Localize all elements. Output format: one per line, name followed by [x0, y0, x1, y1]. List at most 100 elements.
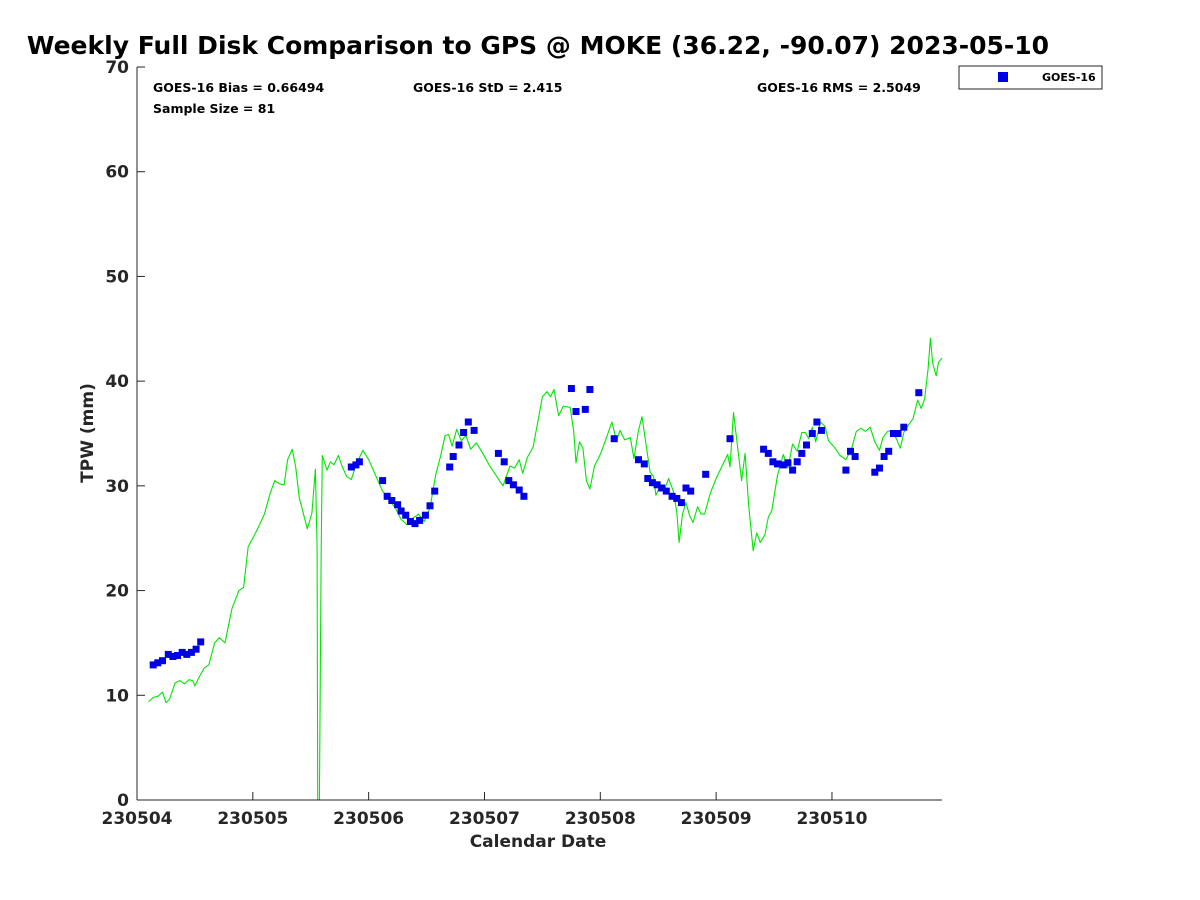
- x-tick-label: 230506: [333, 809, 404, 829]
- rms-stat: GOES-16 RMS = 2.5049: [757, 80, 921, 95]
- goes16-point: [648, 479, 656, 487]
- goes16-point: [154, 659, 162, 667]
- legend: GOES-16: [958, 65, 1103, 90]
- goes16-point: [178, 648, 186, 656]
- goes16-point: [793, 458, 801, 466]
- goes16-point: [455, 441, 463, 449]
- goes16-point: [509, 481, 517, 489]
- goes16-point: [760, 445, 768, 453]
- goes16-point: [460, 429, 468, 436]
- bias-stat: GOES-16 Bias = 0.66494: [153, 80, 324, 95]
- goes16-point: [494, 449, 502, 457]
- goes16-point: [411, 520, 419, 528]
- goes16-point: [515, 486, 523, 494]
- goes16-point: [784, 459, 792, 467]
- goes16-point: [421, 511, 429, 519]
- goes16-point: [702, 470, 710, 478]
- goes16-point: [880, 453, 888, 460]
- goes16-point: [174, 652, 181, 659]
- goes16-point: [470, 426, 478, 434]
- goes16-point: [842, 466, 850, 474]
- goes16-point: [567, 385, 575, 392]
- goes16-point: [813, 418, 821, 426]
- goes16-point: [610, 435, 618, 443]
- goes16-point: [431, 487, 439, 495]
- y-tick-label: 10: [105, 686, 129, 706]
- goes16-point: [644, 475, 652, 482]
- goes16-point: [500, 458, 508, 466]
- goes16-point: [682, 484, 690, 492]
- x-ticks: 230504 230505 230506 230507 230508 230509 2305…: [102, 792, 868, 829]
- y-tick-label: 70: [105, 58, 129, 78]
- goes16-point: [789, 466, 797, 474]
- goes16-point: [426, 502, 434, 510]
- x-tick-label: 230508: [565, 809, 636, 829]
- goes16-point: [572, 408, 580, 415]
- goes16-point: [379, 477, 387, 485]
- x-tick-label: 230509: [681, 809, 752, 829]
- goes16-point: [668, 492, 676, 500]
- x-axis-label: Calendar Date: [470, 832, 607, 852]
- goes16-point: [640, 460, 648, 468]
- y-ticks: 0 10 20 30 40 50 60 70: [105, 58, 145, 811]
- goes16-point: [658, 484, 666, 492]
- goes16-point: [726, 435, 734, 443]
- goes16-point: [889, 430, 897, 437]
- goes16-point: [416, 516, 424, 524]
- goes16-point: [635, 456, 642, 464]
- gps-series-line: [148, 337, 943, 801]
- y-tick-label: 60: [105, 163, 129, 183]
- goes16-point: [803, 441, 810, 449]
- goes16-point: [406, 518, 414, 525]
- goes16-point: [394, 501, 402, 509]
- goes16-point: [586, 386, 594, 393]
- goes16-point: [187, 648, 195, 656]
- goes16-point: [388, 497, 396, 504]
- goes16-point: [355, 458, 363, 466]
- goes16-point: [900, 423, 908, 431]
- goes16-point: [677, 499, 685, 507]
- goes16-point: [581, 405, 589, 413]
- x-tick-label: 230507: [449, 809, 520, 829]
- sample-size-stat: Sample Size = 81: [153, 101, 275, 116]
- goes16-point: [687, 487, 695, 495]
- goes16-point: [464, 418, 472, 426]
- y-tick-label: 30: [105, 477, 129, 497]
- goes16-point: [159, 657, 166, 665]
- goes16-point: [673, 494, 681, 502]
- goes16-point: [653, 481, 661, 489]
- goes16-point: [662, 487, 670, 495]
- goes16-point: [183, 650, 191, 658]
- y-tick-label: 40: [105, 372, 129, 392]
- goes16-point: [885, 447, 893, 455]
- goes16-point: [808, 430, 816, 437]
- goes16-point: [871, 468, 879, 476]
- goes16-point: [449, 453, 457, 460]
- goes16-point: [197, 638, 205, 646]
- goes16-point: [876, 464, 883, 472]
- goes16-point: [764, 449, 772, 457]
- chart-title: Weekly Full Disk Comparison to GPS @ MOK…: [27, 31, 1049, 60]
- goes16-point: [446, 463, 454, 471]
- goes16-point: [915, 389, 923, 397]
- goes16-point: [847, 447, 854, 455]
- y-tick-label: 50: [105, 267, 129, 287]
- x-tick-label: 230504: [102, 809, 173, 829]
- goes16-point: [347, 463, 355, 471]
- goes16-point: [164, 650, 172, 658]
- goes16-point: [769, 458, 777, 466]
- goes16-point: [818, 426, 825, 434]
- y-tick-label: 20: [105, 582, 129, 602]
- goes16-point: [774, 460, 781, 468]
- goes16-point: [798, 449, 806, 457]
- goes16-point: [520, 492, 528, 500]
- goes16-point: [397, 507, 405, 515]
- x-tick-label: 230505: [217, 809, 288, 829]
- goes16-point: [894, 430, 902, 437]
- goes16-point: [192, 645, 200, 653]
- goes16-point: [505, 477, 513, 485]
- y-tick-label: 0: [117, 791, 129, 811]
- goes16-point: [169, 653, 177, 660]
- legend-label-goes16: GOES-16: [1042, 71, 1096, 84]
